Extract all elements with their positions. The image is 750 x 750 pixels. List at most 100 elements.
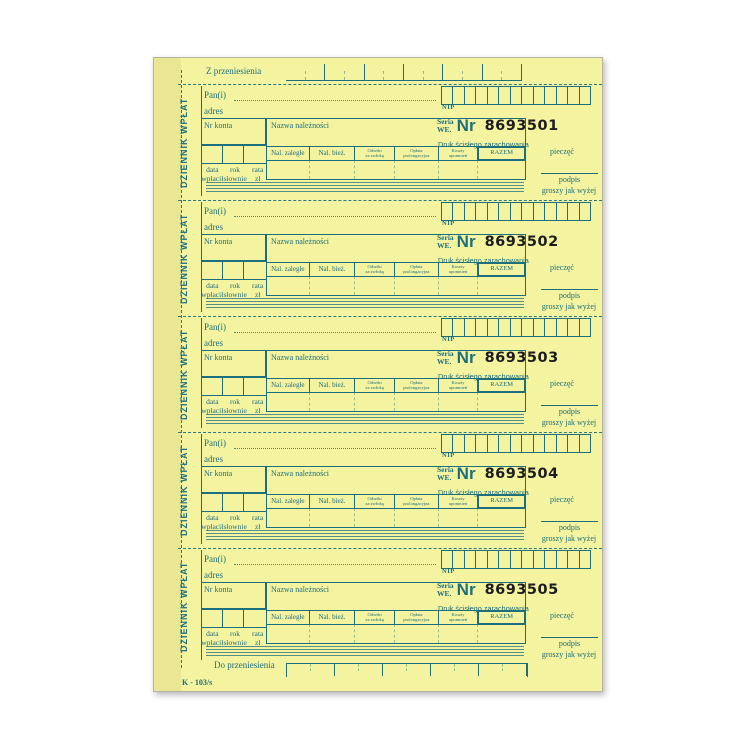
charge-name-label: Nazwa należności [271,237,329,246]
signature-label: podpis [558,291,581,300]
signature-line [541,289,598,290]
amounts-table-row [266,160,526,180]
nip-label: NIP [442,336,455,343]
strict-accounting-label: Druk ścisłego zarachowania [438,256,529,265]
col-overdue: Nal. zaległe [267,379,310,392]
col-prolongation-fee: Opłata prolongacyjna [395,495,439,508]
payer-label: Pan(i) [204,554,226,564]
carry-from-label: Z przeniesienia [206,66,262,76]
amounts-table-header: Nal. zaległe Nal. bież. Odsetki za zwłokę… [266,262,526,277]
amount-in-words-rules [206,182,524,194]
charge-name-box: Nazwa należności [266,466,526,494]
seria-we-label: Seria WE. [437,232,454,250]
col-prolongation-fee: Opłata prolongacyjna [395,379,439,392]
strict-accounting-label: Druk ścisłego zarachowania [438,140,529,149]
journal-vertical-title: DZIENNIK WPŁAT [179,445,189,536]
account-number-box: Nr konta [201,582,266,609]
signature-line [541,521,598,522]
col-current: Nal. bież. [310,379,356,392]
journal-vertical-title: DZIENNIK WPŁAT [179,97,189,188]
journal-vertical-title: DZIENNIK WPŁAT [179,561,189,652]
payer-label: Pan(i) [204,206,226,216]
account-number-label: Nr konta [204,237,233,246]
nip-digit-boxes [441,434,591,453]
address-label: adres [204,106,223,116]
payer-label: Pan(i) [204,438,226,448]
payment-form-section: DZIENNIK WPŁAT Pan(i) NIP adres Nr konta… [178,200,602,316]
date-year-installment-labels: data rok rata [206,165,264,174]
col-current: Nal. bież. [310,147,356,160]
col-prolongation-fee: Opłata prolongacyjna [395,611,439,624]
payment-form-section: DZIENNIK WPŁAT Pan(i) NIP adres Nr konta… [178,432,602,548]
col-overdue: Nal. zaległe [267,263,310,276]
amounts-table-row [266,276,526,296]
amounts-table-row [266,624,526,644]
charge-name-label: Nazwa należności [271,353,329,362]
payment-form-section: DZIENNIK WPŁAT Pan(i) NIP adres Nr konta… [178,548,602,664]
binding-stub [154,58,181,691]
payer-fill-line [234,555,436,565]
col-reminder-costs: Koszty upomnień [439,379,479,392]
account-number-box: Nr konta [201,350,266,377]
carry-to-label: Do przeniesienia [214,660,275,670]
grosze-as-above-label: groszy jak wyżej [541,186,597,195]
signature-label: podpis [558,407,581,416]
address-label: adres [204,570,223,580]
payer-fill-line [234,91,436,101]
date-year-installment-cells [201,261,267,280]
serial-block: Seria WE. Nr 8693502 [437,232,559,252]
grosze-as-above-label: groszy jak wyżej [541,418,597,427]
serial-number: 8693502 [484,234,559,250]
date-year-installment-cells [201,609,267,628]
charge-name-label: Nazwa należności [271,585,329,594]
serial-number: 8693505 [484,582,559,598]
charge-name-label: Nazwa należności [271,469,329,478]
date-year-installment-cells [201,493,267,512]
col-current: Nal. bież. [310,495,356,508]
paid-in-words-labels: wpłacił słownie zł [201,290,261,299]
stamp-label: pieczęć [550,147,574,156]
charge-name-box: Nazwa należności [266,582,526,610]
seria-we-label: Seria WE. [437,464,454,482]
amounts-table-header: Nal. zaległe Nal. bież. Odsetki za zwłokę… [266,146,526,161]
serial-number: 8693504 [484,466,559,482]
account-number-box: Nr konta [201,466,266,493]
address-label: adres [204,454,223,464]
stamp-label: pieczęć [550,263,574,272]
address-label: adres [204,222,223,232]
account-number-label: Nr konta [204,469,233,478]
col-overdue: Nal. zaległe [267,147,310,160]
nip-label: NIP [442,220,455,227]
date-year-installment-labels: data rok rata [206,281,264,290]
seria-we-label: Seria WE. [437,580,454,598]
signature-line [541,405,598,406]
col-interest: Odsetki za zwłokę [355,147,395,160]
col-prolongation-fee: Opłata prolongacyjna [395,263,439,276]
date-year-installment-cells [201,145,267,164]
form-left-border [201,86,202,196]
col-total: RAZEM [478,147,525,160]
amount-in-words-rules [206,298,524,310]
payment-form-section: DZIENNIK WPŁAT Pan(i) NIP adres Nr konta… [178,84,602,200]
form-code-label: K - 103/s [182,678,213,687]
col-total: RAZEM [478,495,525,508]
charge-name-box: Nazwa należności [266,118,526,146]
address-label: adres [204,338,223,348]
amount-in-words-rules [206,646,524,658]
nr-label: Nr [456,464,476,483]
col-prolongation-fee: Opłata prolongacyjna [395,147,439,160]
charge-name-label: Nazwa należności [271,121,329,130]
nip-digit-boxes [441,318,591,337]
stamp-label: pieczęć [550,379,574,388]
nip-digit-boxes [441,86,591,105]
perforation-dashed-line [181,70,182,668]
strict-accounting-label: Druk ścisłego zarachowania [438,372,529,381]
payer-fill-line [234,439,436,449]
form-left-border [201,434,202,544]
stamp-label: pieczęć [550,611,574,620]
account-number-label: Nr konta [204,353,233,362]
payer-fill-line [234,323,436,333]
payer-label: Pan(i) [204,90,226,100]
amount-in-words-rules [206,530,524,542]
carry-from-amount-comb [286,63,523,81]
